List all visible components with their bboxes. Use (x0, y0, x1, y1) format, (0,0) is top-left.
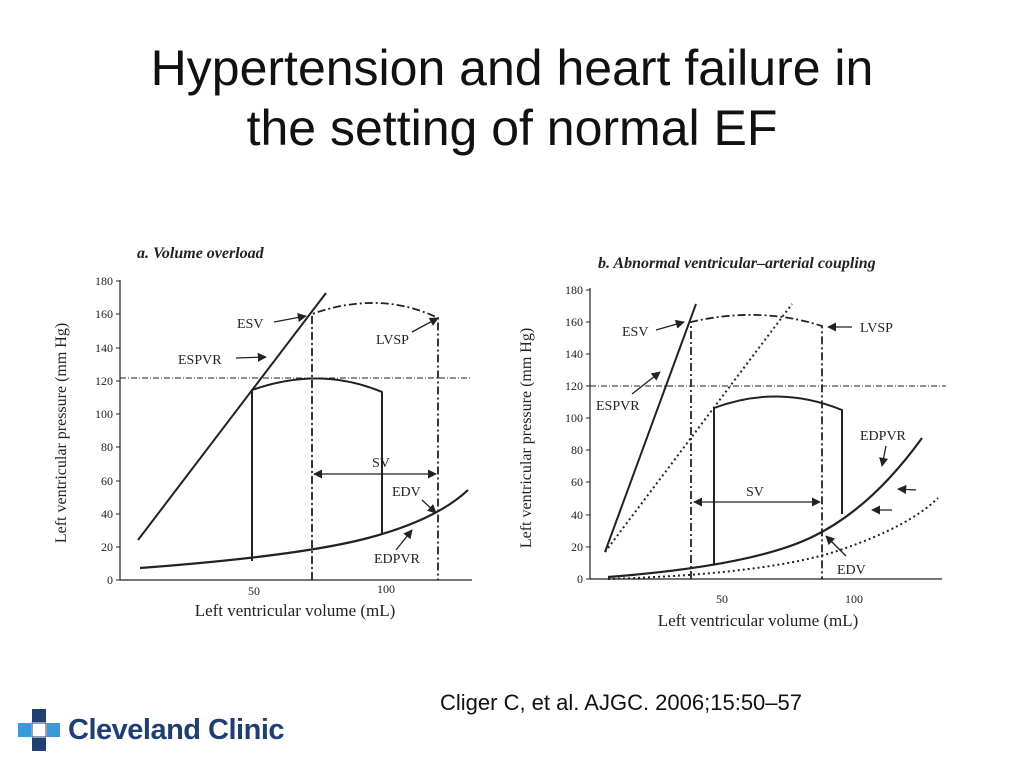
y-tick: 100 (565, 411, 583, 425)
clinic-cross-icon (18, 709, 60, 751)
panel-a-ylabel: Left ventricular pressure (mm Hg) (53, 323, 70, 543)
edpvr-arrow (879, 445, 889, 467)
label-lvsp: LVSP (860, 321, 893, 336)
label-espvr: ESPVR (596, 399, 640, 414)
y-tick: 160 (95, 307, 113, 321)
label-edv: EDV (392, 485, 421, 500)
panel-b-ylabel: Left ventricular pressure (mm Hg) (518, 328, 535, 548)
title-line-2: the setting of normal EF (246, 100, 778, 156)
pv-loop-solid (251, 377, 383, 561)
label-edpvr: EDPVR (860, 429, 907, 444)
panel-b-xlabel: Left ventricular volume (mL) (658, 611, 859, 630)
label-sv: SV (746, 485, 764, 500)
label-esv: ESV (622, 325, 648, 340)
slide-title: Hypertension and heart failure in the se… (0, 38, 1024, 158)
x-tick: 100 (845, 592, 863, 606)
y-tick: 0 (107, 573, 113, 587)
shift-arrow-1 (897, 484, 917, 494)
edv-arrow (825, 535, 847, 557)
lvsp-arrow (411, 317, 439, 333)
x-tick: 100 (377, 582, 395, 596)
y-tick: 160 (565, 315, 583, 329)
esv-arrow (655, 319, 685, 331)
espvr-line (604, 303, 697, 553)
label-edv: EDV (837, 563, 866, 578)
logo-text: Cleveland Clinic (68, 713, 285, 746)
label-lvsp: LVSP (376, 333, 409, 348)
panel-a-title: a. Volume overload (137, 245, 265, 262)
pv-loop-solid (713, 395, 843, 564)
y-tick: 40 (571, 508, 583, 522)
panel-a-y-ticks: 0 20 40 60 80 100 120 140 160 180 (95, 274, 120, 587)
x-tick: 50 (248, 584, 260, 598)
y-tick: 100 (95, 407, 113, 421)
y-tick: 140 (95, 341, 113, 355)
edpvr-normal-dotted (607, 497, 939, 580)
espvr-arrow (631, 371, 661, 395)
panel-b-title: b. Abnormal ventricular–arterial couplin… (598, 255, 876, 272)
panel-a-xlabel: Left ventricular volume (mL) (195, 601, 396, 620)
panel-a-volume-overload: a. Volume overload Left ventricular pres… (53, 245, 472, 620)
title-line-1: Hypertension and heart failure in (150, 40, 874, 96)
y-tick: 20 (101, 540, 113, 554)
edpvr-curve (607, 437, 923, 579)
edpvr-arrow (395, 529, 413, 551)
cleveland-clinic-logo: Cleveland Clinic (18, 708, 285, 752)
pv-loop-dashdot (690, 314, 823, 579)
label-sv: SV (372, 456, 390, 471)
y-tick: 0 (577, 572, 583, 586)
y-tick: 80 (571, 443, 583, 457)
label-espvr: ESPVR (178, 353, 222, 368)
label-esv: ESV (237, 317, 263, 332)
panel-b-y-ticks: 0 20 40 60 80 100 120 140 160 180 (565, 283, 590, 586)
y-tick: 140 (565, 347, 583, 361)
edv-arrow (421, 499, 437, 514)
y-tick: 120 (565, 379, 583, 393)
esv-arrow (273, 313, 307, 323)
y-tick: 180 (565, 283, 583, 297)
espvr-arrow (235, 352, 267, 362)
y-tick: 120 (95, 374, 113, 388)
pv-loop-overload (311, 302, 439, 580)
x-tick: 50 (716, 592, 728, 606)
espvr-line (137, 292, 327, 541)
citation: Cliger C, et al. AJGC. 2006;15:50–57 (440, 690, 802, 715)
label-edpvr: EDPVR (374, 552, 421, 567)
y-tick: 60 (571, 475, 583, 489)
panel-b-coupling: b. Abnormal ventricular–arterial couplin… (518, 255, 946, 630)
y-tick: 180 (95, 274, 113, 288)
y-tick: 80 (101, 440, 113, 454)
y-tick: 20 (571, 540, 583, 554)
y-tick: 40 (101, 507, 113, 521)
y-tick: 60 (101, 474, 113, 488)
espvr-normal-dotted (604, 303, 793, 553)
